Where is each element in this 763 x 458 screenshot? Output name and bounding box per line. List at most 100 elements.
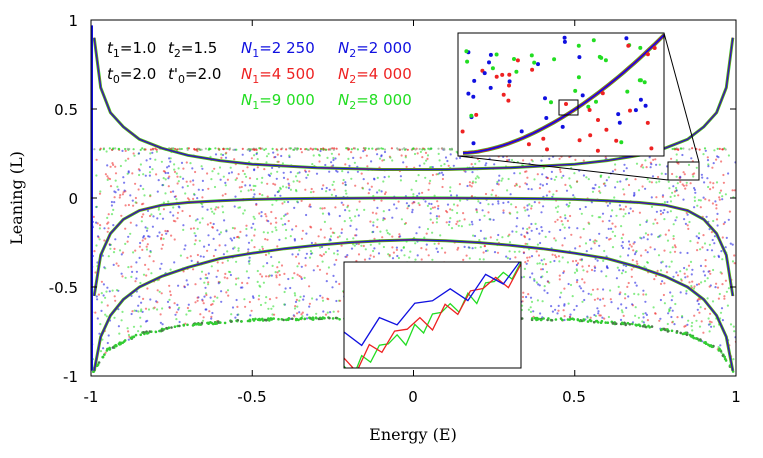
scatter-point xyxy=(141,147,144,150)
y-tick-label: 0.5 xyxy=(54,101,78,119)
scatter-point xyxy=(133,154,136,157)
scatter-point xyxy=(308,285,311,288)
scatter-point xyxy=(444,251,447,254)
scatter-point xyxy=(287,277,290,281)
scatter-point xyxy=(555,189,558,193)
scatter-point xyxy=(149,194,152,197)
scatter-point xyxy=(373,237,376,240)
scatter-point xyxy=(383,192,387,196)
scatter-point xyxy=(617,285,620,288)
scatter-point xyxy=(556,210,559,213)
scatter-point xyxy=(388,254,391,257)
scatter-point xyxy=(573,172,576,175)
scatter-point xyxy=(418,192,421,195)
scatter-point xyxy=(537,317,540,321)
scatter-point xyxy=(425,248,428,251)
scatter-point xyxy=(117,188,120,191)
scatter-point xyxy=(105,349,109,352)
scatter-point xyxy=(199,255,202,258)
inset-point xyxy=(560,124,565,129)
scatter-point xyxy=(255,152,258,156)
scatter-point xyxy=(628,323,632,326)
scatter-point xyxy=(438,159,441,162)
scatter-point xyxy=(733,254,736,257)
scatter-point xyxy=(397,256,400,260)
scatter-point xyxy=(230,171,233,174)
scatter-point xyxy=(379,230,382,233)
scatter-point xyxy=(229,237,232,240)
scatter-point xyxy=(173,163,176,166)
scatter-point xyxy=(338,318,341,321)
scatter-point xyxy=(142,173,145,176)
scatter-point xyxy=(426,204,429,207)
scatter-point xyxy=(474,177,477,180)
scatter-point xyxy=(700,173,704,176)
scatter-point xyxy=(732,358,735,361)
scatter-point xyxy=(479,246,482,249)
scatter-point xyxy=(696,249,699,252)
scatter-point xyxy=(659,209,662,212)
scatter-point xyxy=(162,201,165,204)
scatter-point xyxy=(275,148,278,151)
scatter-point xyxy=(603,317,606,320)
scatter-point xyxy=(272,182,275,185)
scatter-point xyxy=(202,302,205,305)
scatter-point xyxy=(287,182,290,185)
scatter-point xyxy=(93,250,96,253)
scatter-point xyxy=(327,247,330,250)
scatter-point xyxy=(452,164,455,167)
scatter-point xyxy=(400,218,403,221)
scatter-point xyxy=(339,299,342,302)
scatter-point xyxy=(240,320,243,323)
scatter-point xyxy=(564,214,567,217)
scatter-point xyxy=(425,232,428,235)
x-tick-label: 0.5 xyxy=(562,388,586,406)
scatter-point xyxy=(699,199,702,202)
scatter-point xyxy=(265,161,268,164)
scatter-point xyxy=(260,181,263,184)
scatter-point xyxy=(178,320,181,324)
scatter-point xyxy=(286,178,289,181)
scatter-point xyxy=(271,203,274,206)
scatter-point xyxy=(568,315,572,318)
scatter-point xyxy=(102,294,105,297)
scatter-point xyxy=(99,224,102,227)
scatter-point xyxy=(256,269,259,273)
scatter-point xyxy=(620,272,624,275)
scatter-point xyxy=(515,182,518,185)
scatter-point xyxy=(344,209,347,212)
scatter-point xyxy=(271,230,274,233)
scatter-point xyxy=(694,337,698,340)
scatter-point xyxy=(703,147,707,150)
scatter-point xyxy=(245,175,248,178)
scatter-point xyxy=(597,312,600,315)
scatter-point xyxy=(325,148,328,151)
inset-point xyxy=(460,129,465,134)
scatter-point xyxy=(599,174,602,177)
scatter-point xyxy=(559,170,562,173)
scatter-point xyxy=(120,319,123,322)
scatter-point xyxy=(148,235,151,238)
scatter-point xyxy=(218,148,221,151)
scatter-point xyxy=(675,216,678,219)
scatter-point xyxy=(327,266,330,269)
legend-green-n2: N2=8 000 xyxy=(338,91,412,112)
scatter-point xyxy=(411,202,414,205)
scatter-point xyxy=(234,316,237,319)
scatter-point xyxy=(206,208,209,211)
scatter-point xyxy=(476,175,479,178)
scatter-point xyxy=(253,228,257,231)
scatter-point xyxy=(510,203,513,206)
scatter-point xyxy=(633,191,636,195)
scatter-point xyxy=(425,159,428,162)
scatter-point xyxy=(317,317,321,321)
scatter-point xyxy=(658,163,661,166)
scatter-point xyxy=(378,242,381,245)
scatter-point xyxy=(239,286,243,289)
scatter-point xyxy=(143,194,146,197)
scatter-point xyxy=(589,316,592,319)
inset-staircase xyxy=(344,263,521,368)
scatter-point xyxy=(121,193,124,196)
scatter-point xyxy=(513,184,517,187)
scatter-point xyxy=(111,162,114,165)
